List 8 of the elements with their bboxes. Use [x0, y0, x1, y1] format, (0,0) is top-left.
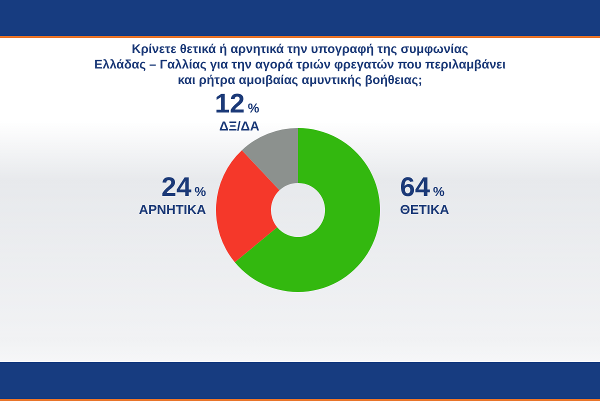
slice-label: ΔΞ/ΔΑ: [219, 118, 260, 134]
data-label: 12%: [214, 88, 260, 118]
slice-label: ΑΡΝΗΤΙΚΑ: [138, 202, 207, 217]
data-label: 64%: [400, 172, 446, 202]
slice-label: ΘΕΤΙΚΑ: [400, 202, 450, 217]
data-label: 24%: [161, 172, 206, 202]
chart-title: Κρίνετε θετικά ή αρνητικά την υπογραφή της συμφωνίας Ελλάδας – Γαλλίας για την αγορά τριών φρεγατών που περιλαμβάνει και ρήτρα αμοιβαίας αμυντικής βοήθειας;: [94, 42, 506, 87]
donut-slice: [216, 150, 280, 262]
